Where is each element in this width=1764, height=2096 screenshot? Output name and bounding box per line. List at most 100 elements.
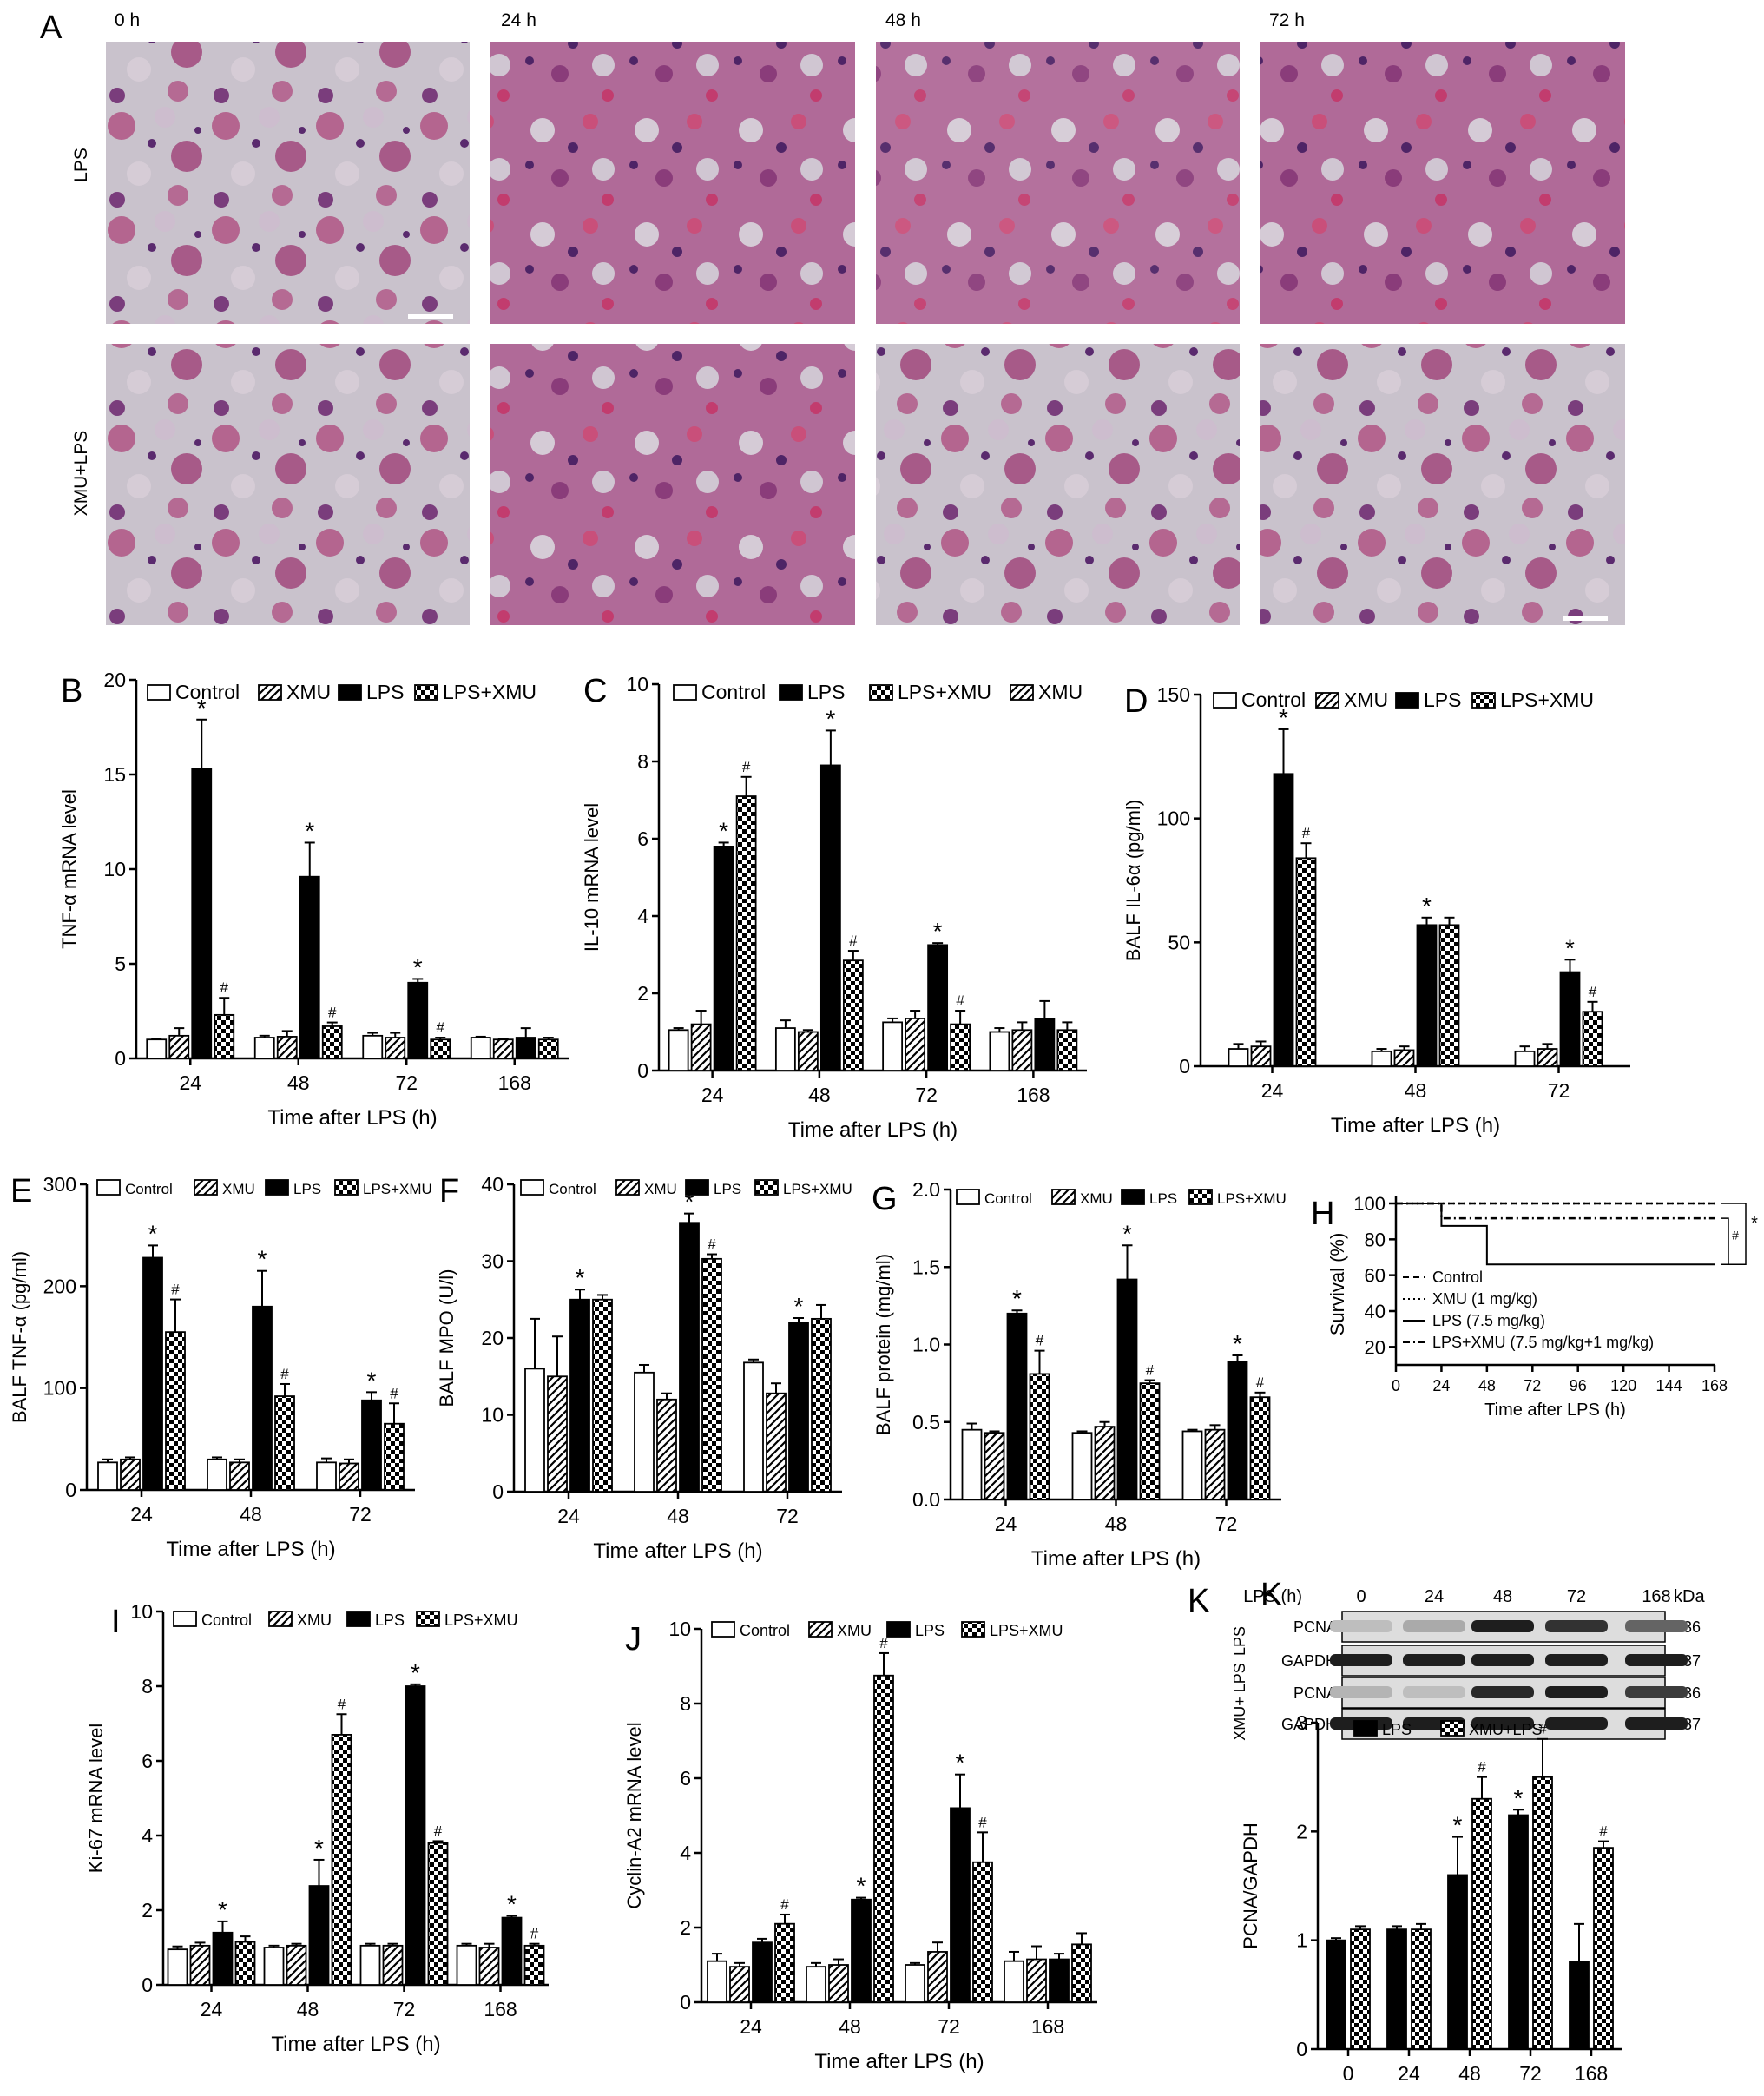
bar-lps-xmu — [873, 1674, 894, 2003]
x-tick-label: 24 — [995, 1513, 1017, 1535]
bar-xmu — [656, 1398, 677, 1493]
bar-xmu — [690, 1023, 712, 1071]
significance-star: * — [719, 817, 728, 844]
histology-image-xmu-lps-0h — [106, 344, 470, 625]
bar-control — [743, 1361, 764, 1493]
y-tick-label: 4 — [142, 1824, 153, 1847]
time-label-24h: 24 h — [501, 10, 536, 30]
legend-label: Control — [701, 681, 766, 703]
bar-lps — [1569, 1961, 1590, 2050]
legend: Control XMU LPS LPS+XMU — [1213, 689, 1594, 711]
bar-control — [707, 1960, 727, 2003]
bar-control — [207, 1458, 227, 1491]
x-tick-label: 72 — [938, 2015, 960, 2038]
histology-image-xmu-lps-72h — [1260, 344, 1625, 625]
significance-star: * — [1122, 1220, 1132, 1247]
significance-star: * — [197, 695, 207, 722]
legend: Control XMU LPS LPS+XMU — [711, 1621, 1063, 1639]
bar-xmu — [229, 1461, 250, 1491]
bar-lps-xmu — [331, 1734, 352, 1986]
bar-lps — [1034, 1018, 1056, 1071]
panel-a: A 0 h 24 h 48 h 72 h LPS XMU+LPS — [40, 10, 1625, 625]
x-tick-label: 120 — [1610, 1377, 1636, 1394]
blot-time-label: 168 — [1642, 1587, 1670, 1606]
significance-hash: # — [1302, 825, 1311, 841]
bar-lps-xmu — [1438, 924, 1460, 1067]
y-tick-label: 20 — [103, 669, 126, 691]
x-tick-label: 72 — [1524, 1377, 1541, 1394]
bar-control — [253, 1037, 275, 1059]
time-label-48h: 48 h — [885, 10, 921, 30]
legend-swatch — [1395, 692, 1419, 709]
bar-xmu — [339, 1462, 359, 1491]
x-tick-label: 0 — [1343, 2062, 1354, 2085]
legend-swatch — [1213, 692, 1237, 709]
bar-lps — [1049, 1958, 1070, 2003]
x-tick-label: 48 — [1405, 1079, 1427, 1102]
bar-lps-xmu — [1029, 1373, 1050, 1500]
significance-hash: # — [171, 1282, 180, 1298]
significance-hash: # — [879, 1635, 888, 1651]
bar-lps — [569, 1298, 590, 1493]
legend-swatch — [258, 684, 282, 701]
y-tick-label: 6 — [637, 827, 648, 850]
bar-lps-xmu — [811, 1317, 832, 1493]
bar-lps — [1447, 1874, 1468, 2050]
legend-swatch — [1121, 1189, 1145, 1205]
x-axis-label: Time after LPS (h) — [267, 1106, 437, 1130]
bar-lps-xmu — [842, 959, 864, 1071]
x-tick-label: 24 — [701, 1084, 724, 1106]
legend-label: Control — [201, 1612, 252, 1629]
bar-xmu — [927, 1951, 948, 2003]
histology-image-xmu-lps-24h — [490, 344, 855, 625]
blot-band — [1330, 1620, 1392, 1632]
legend-label: XMU — [644, 1181, 677, 1197]
legend-label: LPS — [293, 1181, 321, 1197]
bar-lps — [927, 944, 949, 1071]
legend-swatch — [1440, 1720, 1465, 1737]
significance-hash: # — [1478, 1759, 1486, 1776]
bar-xmu — [1393, 1049, 1415, 1067]
bar-xmu — [1204, 1428, 1226, 1500]
bar-lps-xmu — [1582, 1011, 1603, 1067]
blot-band — [1403, 1654, 1465, 1666]
significance-star: * — [1012, 1285, 1022, 1312]
legend-label: Control — [984, 1190, 1032, 1207]
x-tick-label: 24 — [557, 1505, 580, 1527]
legend-label: Control — [1432, 1269, 1483, 1286]
significance-star: * — [218, 1896, 227, 1923]
y-tick-label: 100 — [43, 1377, 76, 1400]
blot-band — [1545, 1686, 1608, 1698]
legend-label: LPS+XMU (7.5 mg/kg+1 mg/kg) — [1432, 1334, 1654, 1351]
bar-xmu — [984, 1432, 1005, 1500]
significance-hash: # — [978, 1814, 987, 1830]
blot-band — [1625, 1686, 1688, 1698]
y-tick-label: 6 — [680, 1767, 691, 1790]
legend-swatch — [1051, 1189, 1076, 1205]
y-tick-label: 2 — [637, 982, 648, 1005]
significance-hash: # — [338, 1696, 346, 1712]
x-tick-label: 24 — [130, 1503, 153, 1526]
bar-lps — [713, 846, 734, 1071]
bar-lps-xmu — [735, 795, 757, 1071]
blot-band — [1545, 1717, 1608, 1730]
bar-xmu — [905, 1018, 926, 1071]
blot-header: LPS (h) — [1243, 1587, 1302, 1606]
legend-swatch — [194, 1179, 218, 1196]
bar-control — [167, 1948, 188, 1986]
legend-label: LPS — [1382, 1721, 1412, 1738]
y-tick-label: 100 — [1353, 1193, 1386, 1215]
bar-xmu — [168, 1034, 190, 1059]
legend-swatch — [615, 1179, 640, 1196]
blot-group-label: LPS — [1231, 1626, 1248, 1656]
legend: LPS XMU+LPS — [1353, 1720, 1543, 1738]
bar-lps — [405, 1685, 426, 1986]
x-tick-label: 96 — [1570, 1377, 1587, 1394]
legend: Control XMU LPS LPS+XMU — [520, 1179, 852, 1197]
blot-band — [1545, 1620, 1608, 1632]
blot-time-label: 0 — [1356, 1587, 1366, 1606]
bar-control — [263, 1947, 285, 1986]
bar-lps-xmu — [274, 1395, 295, 1491]
